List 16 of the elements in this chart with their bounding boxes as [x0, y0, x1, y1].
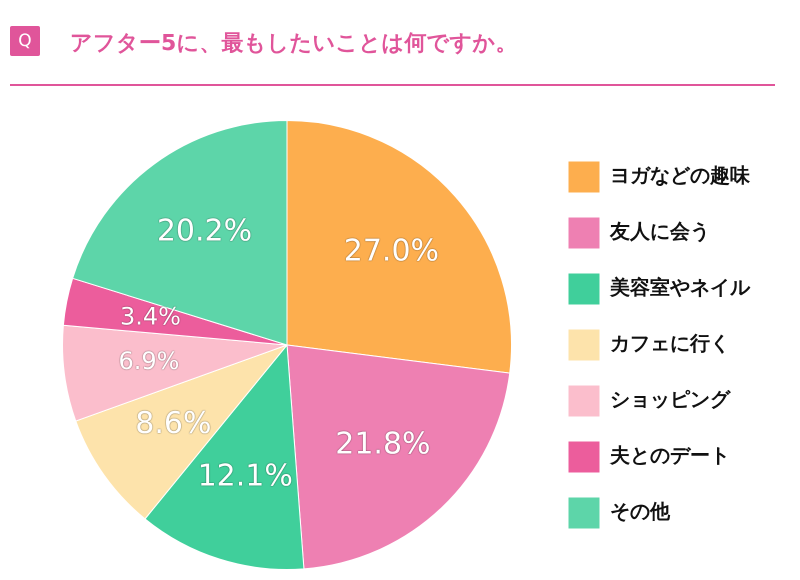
- text: Q: [10, 26, 40, 56]
- data-label: 8.6%: [135, 406, 212, 442]
- data-label: 27.0%: [344, 234, 440, 269]
- legend-label: 夫とのデート: [609, 443, 730, 468]
- chart-title: アフター5に、最もしたいことは何ですか。: [70, 30, 518, 58]
- data-label: 21.8%: [335, 426, 431, 462]
- legend-label: その他: [610, 499, 671, 524]
- legend-label: 友人に会う: [609, 219, 710, 244]
- legend-label: 美容室やネイル: [609, 275, 751, 300]
- legend-label: ショッピング: [610, 387, 731, 412]
- legend-label: カフェに行く: [610, 331, 730, 356]
- data-label: 3.4%: [120, 302, 181, 330]
- legend-label: ヨガなどの趣味: [610, 163, 751, 188]
- data-label: 6.9%: [118, 347, 180, 376]
- data-label: 12.1%: [198, 458, 293, 494]
- data-label: 20.2%: [156, 214, 252, 249]
